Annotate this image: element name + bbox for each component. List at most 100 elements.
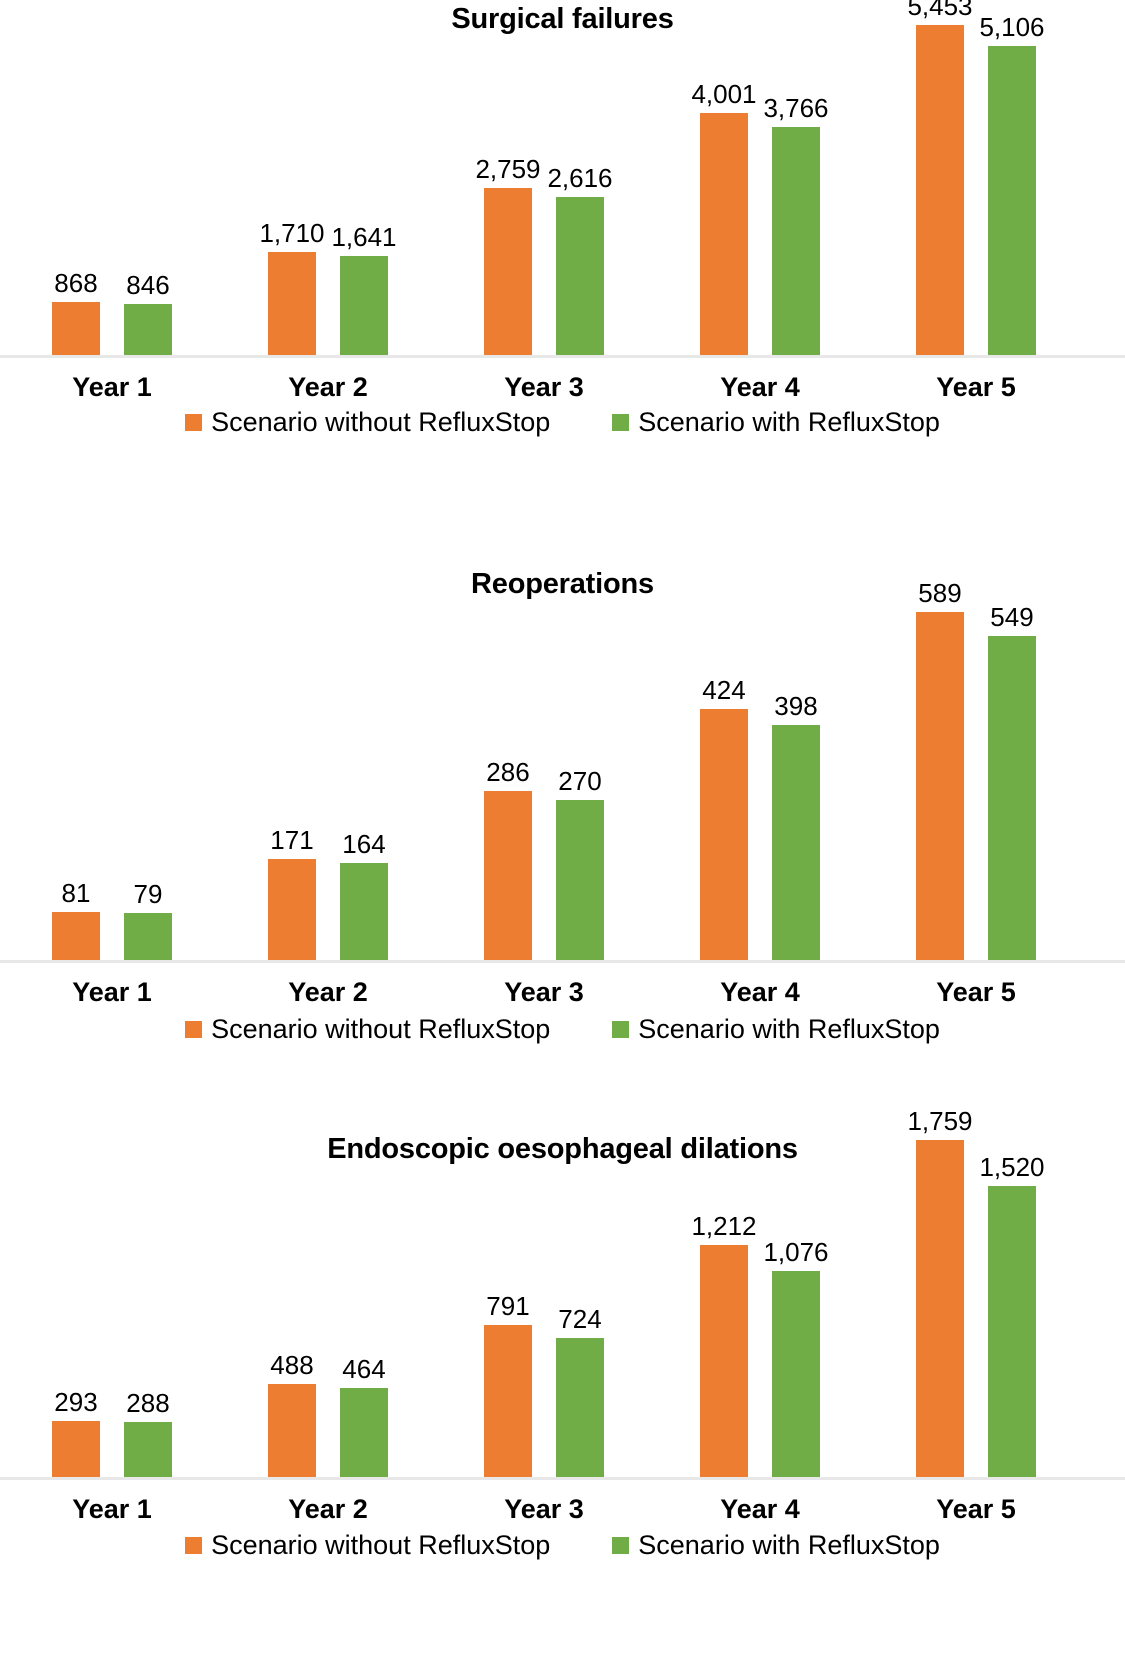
legend-label: Scenario without RefluxStop [211,406,551,437]
bar-without-refluxstop[interactable] [700,113,748,355]
bar-value-label: 5,106 [979,12,1045,42]
x-axis-label-year-5: Year 5 [936,977,1016,1007]
chart-panel-endoscopic-dilations: Endoscopic oesophageal dilations 293 288 4… [0,1106,1125,1667]
x-axis-label-year-1: Year 1 [72,977,152,1007]
bar-without-refluxstop[interactable] [916,25,964,355]
x-axis-label-year-3: Year 3 [504,977,584,1007]
bar-without-refluxstop[interactable] [916,1140,964,1477]
bar-with-refluxstop[interactable] [556,1338,604,1477]
bar-value-label: 464 [342,1354,386,1384]
bar-value-label: 164 [342,829,386,859]
x-axis-label-year-5: Year 5 [936,1494,1016,1524]
bar-group: 5,453 5,106 [907,0,1045,355]
bar-group: 1,710 1,641 [259,25,397,355]
bar-without-refluxstop[interactable] [52,912,100,960]
legend-label: Scenario without RefluxStop [211,1529,551,1560]
bar-group: 4,001 3,766 [691,25,829,355]
x-axis-label-year-4: Year 4 [720,977,800,1007]
bar-value-label: 171 [270,825,314,855]
bar-with-refluxstop[interactable] [124,913,172,960]
bar-group: 171 164 [268,612,388,960]
bar-value-label: 3,766 [763,93,829,123]
x-axis-label-year-1: Year 1 [72,1494,152,1524]
bar-with-refluxstop[interactable] [772,127,820,355]
x-axis-label-year-3: Year 3 [504,1494,584,1524]
bar-value-label: 270 [558,766,602,796]
bar-with-refluxstop[interactable] [772,1271,820,1477]
bar-group: 589 549 [916,578,1036,960]
bar-value-label: 2,616 [547,163,613,193]
bar-without-refluxstop[interactable] [916,612,964,960]
legend-item[interactable]: Scenario without RefluxStop [185,1014,550,1045]
bar-group: 293 288 [52,1140,172,1477]
plot-area: 868 846 1,710 1,641 2,759 2,616 4,001 3,766 5,45… [0,0,1125,355]
bar-value-label: 1,212 [691,1211,757,1241]
bar-without-refluxstop[interactable] [700,709,748,960]
legend-item[interactable]: Scenario with RefluxStop [612,1014,940,1045]
legend-item[interactable]: Scenario without RefluxStop [185,407,550,438]
legend-label: Scenario with RefluxStop [638,406,940,437]
green-square-icon [612,413,630,431]
bar-with-refluxstop[interactable] [988,46,1036,355]
bar-without-refluxstop[interactable] [484,791,532,960]
x-axis-label-year-4: Year 4 [720,1494,800,1524]
bar-without-refluxstop[interactable] [268,252,316,355]
bar-with-refluxstop[interactable] [556,800,604,960]
bar-value-label: 81 [61,878,91,908]
x-axis-label-year-5: Year 5 [936,372,1016,402]
bar-with-refluxstop[interactable] [124,304,172,355]
chart-title: Reoperations [471,568,654,600]
x-axis-label-year-3: Year 3 [504,372,584,402]
legend-item[interactable]: Scenario without RefluxStop [185,1530,550,1561]
legend-item[interactable]: Scenario with RefluxStop [612,407,940,438]
bar-value-label: 1,076 [763,1237,829,1267]
x-axis-line [0,355,1125,358]
bar-without-refluxstop[interactable] [52,1421,100,1477]
bar-value-label: 1,759 [907,1106,973,1136]
bar-value-label: 288 [126,1388,170,1418]
orange-square-icon [185,413,203,431]
bar-without-refluxstop[interactable] [484,1325,532,1477]
bar-with-refluxstop[interactable] [340,256,388,355]
bar-value-label: 488 [270,1350,314,1380]
bar-with-refluxstop[interactable] [340,1388,388,1477]
x-axis-label-year-1: Year 1 [72,372,152,402]
bar-value-label: 1,520 [979,1152,1045,1182]
bar-value-label: 424 [702,675,746,705]
bar-value-label: 791 [486,1291,530,1321]
bar-group: 868 846 [52,25,172,355]
bar-with-refluxstop[interactable] [124,1422,172,1477]
bar-with-refluxstop[interactable] [556,197,604,355]
bar-without-refluxstop[interactable] [484,188,532,355]
bar-value-label: 286 [486,757,530,787]
bar-value-label: 398 [774,691,818,721]
bar-with-refluxstop[interactable] [988,1186,1036,1477]
bar-with-refluxstop[interactable] [340,863,388,960]
bar-group: 1,759 1,520 [907,1106,1045,1477]
plot-area: 81 79 171 164 286 270 424 398 589 549 [0,578,1125,960]
bar-value-label: 5,453 [907,0,973,21]
bar-without-refluxstop[interactable] [52,302,100,355]
bar-without-refluxstop[interactable] [268,859,316,960]
bar-without-refluxstop[interactable] [268,1384,316,1477]
bar-value-label: 293 [54,1387,98,1417]
x-axis-label-year-4: Year 4 [720,372,800,402]
legend-item[interactable]: Scenario with RefluxStop [612,1530,940,1561]
bar-value-label: 1,710 [259,218,325,248]
green-square-icon [612,1536,630,1554]
bar-group: 424 398 [700,612,820,960]
bar-value-label: 724 [558,1304,602,1334]
legend-label: Scenario with RefluxStop [638,1529,940,1560]
bar-value-label: 868 [54,268,98,298]
bar-value-label: 1,641 [331,222,397,252]
bar-group: 791 724 [484,1140,604,1477]
x-axis-label-year-2: Year 2 [288,977,368,1007]
bar-value-label: 589 [918,578,962,608]
chart-legend: Scenario without RefluxStop Scenario with… [0,1528,1125,1562]
bar-with-refluxstop[interactable] [988,636,1036,960]
bar-group: 286 270 [484,612,604,960]
bar-without-refluxstop[interactable] [700,1245,748,1477]
chart-title: Endoscopic oesophageal dilations [327,1133,798,1165]
bar-with-refluxstop[interactable] [772,725,820,960]
